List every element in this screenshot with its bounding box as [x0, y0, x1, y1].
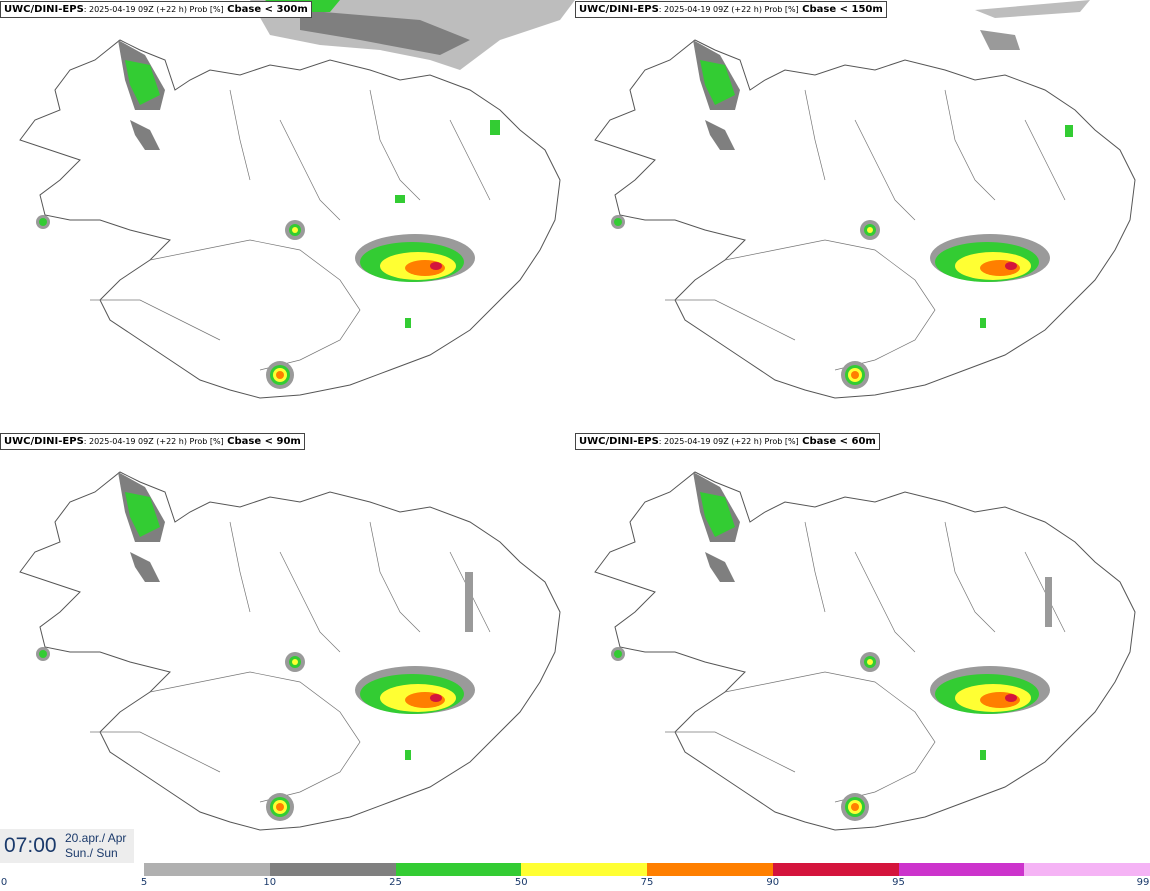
colorbar-segment	[772, 863, 899, 876]
model-name: UWC/DINI-EPS	[579, 4, 659, 15]
colorbar-segment	[647, 863, 773, 876]
panel-title: UWC/DINI-EPS: 2025-04-19 09Z (+22 h) Pro…	[575, 433, 880, 450]
valid-time-box: 07:00 20.apr./ Apr Sun./ Sun	[0, 829, 134, 863]
map-graphic	[594, 471, 1136, 831]
colorbar-segment	[1024, 863, 1150, 876]
panel-title: UWC/DINI-EPS: 2025-04-19 09Z (+22 h) Pro…	[0, 1, 312, 18]
colorbar-tick-label: 50	[514, 877, 528, 888]
colorbar-tick-label: 25	[389, 877, 402, 888]
colorbar-segment	[144, 863, 270, 876]
panel-title: UWC/DINI-EPS: 2025-04-19 09Z (+22 h) Pro…	[575, 1, 887, 18]
probability-colorbar	[144, 863, 1150, 876]
map-graphic	[594, 0, 1136, 399]
parameter-label: Cbase < 60m	[798, 436, 876, 447]
run-meta: : 2025-04-19 09Z (+22 h) Prob [%]	[658, 437, 799, 446]
parameter-label: Cbase < 300m	[223, 4, 308, 15]
colorbar-segment	[269, 863, 396, 876]
valid-time-clock: 07:00	[4, 834, 57, 857]
map-panel-60m: UWC/DINI-EPS: 2025-04-19 09Z (+22 h) Pro…	[575, 432, 1150, 862]
colorbar-segment	[395, 863, 522, 876]
colorbar-tick-label: 10	[263, 877, 277, 888]
valid-weekday: Sun./ Sun	[65, 846, 118, 860]
colorbar-tick-label: 5	[140, 877, 148, 888]
map-graphic	[19, 471, 561, 831]
colorbar-tick-label: 99	[1136, 877, 1150, 888]
colorbar-tick-label: 75	[640, 877, 654, 888]
map-panel-150m: UWC/DINI-EPS: 2025-04-19 09Z (+22 h) Pro…	[575, 0, 1150, 430]
colorbar-tick-label: 0	[0, 877, 8, 888]
colorbar-tick-label: 95	[892, 877, 905, 888]
model-name: UWC/DINI-EPS	[4, 436, 84, 447]
parameter-label: Cbase < 150m	[798, 4, 883, 15]
run-meta: : 2025-04-19 09Z (+22 h) Prob [%]	[83, 5, 224, 14]
run-meta: : 2025-04-19 09Z (+22 h) Prob [%]	[658, 5, 799, 14]
map-panel-300m: UWC/DINI-EPS: 2025-04-19 09Z (+22 h) Pro…	[0, 0, 575, 430]
panel-title: UWC/DINI-EPS: 2025-04-19 09Z (+22 h) Pro…	[0, 433, 305, 450]
run-meta: : 2025-04-19 09Z (+22 h) Prob [%]	[83, 437, 224, 446]
model-name: UWC/DINI-EPS	[579, 436, 659, 447]
colorbar-segment	[521, 863, 647, 876]
model-name: UWC/DINI-EPS	[4, 4, 84, 15]
colorbar-segment	[898, 863, 1025, 876]
map-graphic	[19, 0, 575, 399]
colorbar-tick-label: 90	[766, 877, 780, 888]
valid-date: 20.apr./ Apr	[65, 831, 127, 845]
parameter-label: Cbase < 90m	[223, 436, 301, 447]
map-panel-90m: UWC/DINI-EPS: 2025-04-19 09Z (+22 h) Pro…	[0, 432, 575, 862]
